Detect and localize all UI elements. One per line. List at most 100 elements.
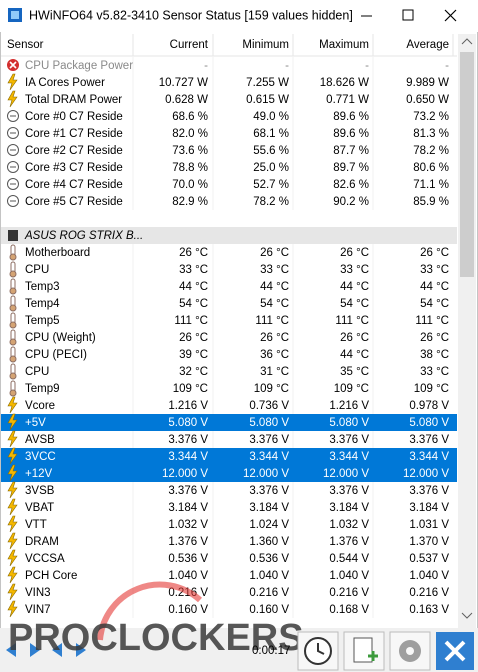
sensor-name[interactable]: CPU Package Power <box>25 60 133 72</box>
sensor-name[interactable]: VTT <box>25 519 47 531</box>
sensor-value: 0.160 V <box>249 604 289 616</box>
sensor-icon <box>7 396 18 414</box>
sensor-name[interactable]: Total DRAM Power <box>25 94 122 106</box>
sensor-icon <box>7 515 18 533</box>
sensor-name[interactable]: VCCSA <box>25 553 65 565</box>
sensor-value: 44 °C <box>340 281 369 293</box>
sensor-value: 26 °C <box>420 332 449 344</box>
power-icon <box>7 600 18 618</box>
sensor-icon <box>7 144 19 156</box>
sensor-value: 3.376 V <box>409 434 449 446</box>
sensor-icon <box>9 346 17 363</box>
column-header: Minimum <box>242 39 289 51</box>
settings-button[interactable] <box>389 631 431 671</box>
sensor-value: 44 °C <box>260 281 289 293</box>
sensor-name[interactable]: Motherboard <box>25 247 90 259</box>
scroll-up[interactable] <box>461 38 473 45</box>
sensor-value: 82.6 % <box>333 179 369 191</box>
sensor-name[interactable]: PCH Core <box>25 570 77 582</box>
scroll-thumb[interactable] <box>460 52 474 277</box>
maximize-button[interactable] <box>402 9 414 21</box>
sensor-value: 80.6 % <box>413 162 449 174</box>
sensor-icon <box>7 161 19 173</box>
sensor-name[interactable]: Core #3 C7 Reside <box>25 162 123 174</box>
chip-icon <box>8 230 18 241</box>
power-icon <box>7 583 18 601</box>
sensor-name[interactable]: 3VCC <box>25 451 56 463</box>
scroll-down[interactable] <box>461 612 473 619</box>
sensor-name[interactable]: VIN7 <box>25 604 51 616</box>
nav-buttons[interactable] <box>6 643 86 657</box>
sensor-name[interactable]: CPU <box>25 366 49 378</box>
sensor-icon <box>9 380 17 397</box>
sensor-value: - <box>285 60 289 72</box>
temp-bulb <box>9 372 17 380</box>
sensor-value: 3.344 V <box>249 451 289 463</box>
sensor-name[interactable]: Core #0 C7 Reside <box>25 111 123 123</box>
window-title: HWiNFO64 v5.82-3410 Sensor Status [159 v… <box>29 8 353 22</box>
sensor-value: 0.978 V <box>409 400 449 412</box>
sensor-name[interactable]: AVSB <box>25 434 55 446</box>
sensor-name[interactable]: VIN3 <box>25 587 51 599</box>
sensor-name[interactable]: +5V <box>25 417 46 429</box>
sensor-value: 33 °C <box>420 264 449 276</box>
sensor-name[interactable]: Vcore <box>25 400 55 412</box>
sensor-value: 5.080 V <box>329 417 369 429</box>
power-icon <box>7 566 18 584</box>
sensor-name[interactable]: Core #4 C7 Reside <box>25 179 123 191</box>
power-icon <box>7 396 18 414</box>
sensor-value: 0.771 W <box>326 94 369 106</box>
sensor-value: 1.040 V <box>249 570 289 582</box>
sensor-name[interactable]: Temp3 <box>25 281 60 293</box>
sensor-value: 33 °C <box>420 366 449 378</box>
sensor-name[interactable]: CPU (Weight) <box>25 332 96 344</box>
sensor-name[interactable]: Temp9 <box>25 383 60 395</box>
app-icon <box>8 8 22 22</box>
sensor-name[interactable]: +12V <box>25 468 53 480</box>
sensor-name[interactable]: CPU <box>25 264 49 276</box>
sensor-value: 33 °C <box>179 264 208 276</box>
sensor-value: 73.6 % <box>172 145 208 157</box>
header: Sensor Current Minimum Maximum Average <box>7 34 454 56</box>
sensor-value: 82.9 % <box>172 196 208 208</box>
sensor-name[interactable]: 3VSB <box>25 485 55 497</box>
sensor-value: 1.040 V <box>409 570 449 582</box>
sensor-value: 3.184 V <box>249 502 289 514</box>
column-header: Maximum <box>319 39 369 51</box>
exit-button[interactable] <box>436 632 474 670</box>
sensor-value: 3.376 V <box>249 485 289 497</box>
sensor-name[interactable]: Core #5 C7 Reside <box>25 196 123 208</box>
temp-bulb <box>9 270 17 278</box>
sensor-value: 10.727 W <box>159 77 208 89</box>
sensor-value: 89.6 % <box>333 128 369 140</box>
sensor-value: 3.184 V <box>409 502 449 514</box>
sensor-icon <box>7 413 18 431</box>
sensor-value: 87.7 % <box>333 145 369 157</box>
timer: 0:00:17 <box>252 645 290 657</box>
sensor-name[interactable]: IA Cores Power <box>25 77 105 89</box>
sensor-value: 78.8 % <box>172 162 208 174</box>
sensor-name[interactable]: VBAT <box>25 502 54 514</box>
sensor-name[interactable]: Core #1 C7 Reside <box>25 128 123 140</box>
sensor-value: 44 °C <box>340 349 369 361</box>
sensor-value: 3.376 V <box>409 485 449 497</box>
sensor-name[interactable]: Temp5 <box>25 315 60 327</box>
report-button[interactable] <box>343 631 385 671</box>
column-header: Sensor <box>7 39 44 51</box>
sensor-value: 1.032 V <box>329 519 369 531</box>
sensor-icon <box>7 178 19 190</box>
sensor-name[interactable]: DRAM <box>25 536 59 548</box>
sensor-name[interactable]: Core #2 C7 Reside <box>25 145 123 157</box>
sensor-value: 7.255 W <box>246 77 289 89</box>
close-button[interactable] <box>444 9 457 22</box>
sensor-name[interactable]: CPU (PECI) <box>25 349 87 361</box>
sensor-value: 3.376 V <box>168 434 208 446</box>
clock-button[interactable] <box>297 631 339 671</box>
sensor-icon <box>7 90 18 108</box>
temp-bulb <box>9 304 17 312</box>
sensor-name[interactable]: Temp4 <box>25 298 60 310</box>
sensor-value: 3.376 V <box>329 434 369 446</box>
sensor-icon <box>9 278 17 295</box>
sensor-value: 68.1 % <box>253 128 289 140</box>
